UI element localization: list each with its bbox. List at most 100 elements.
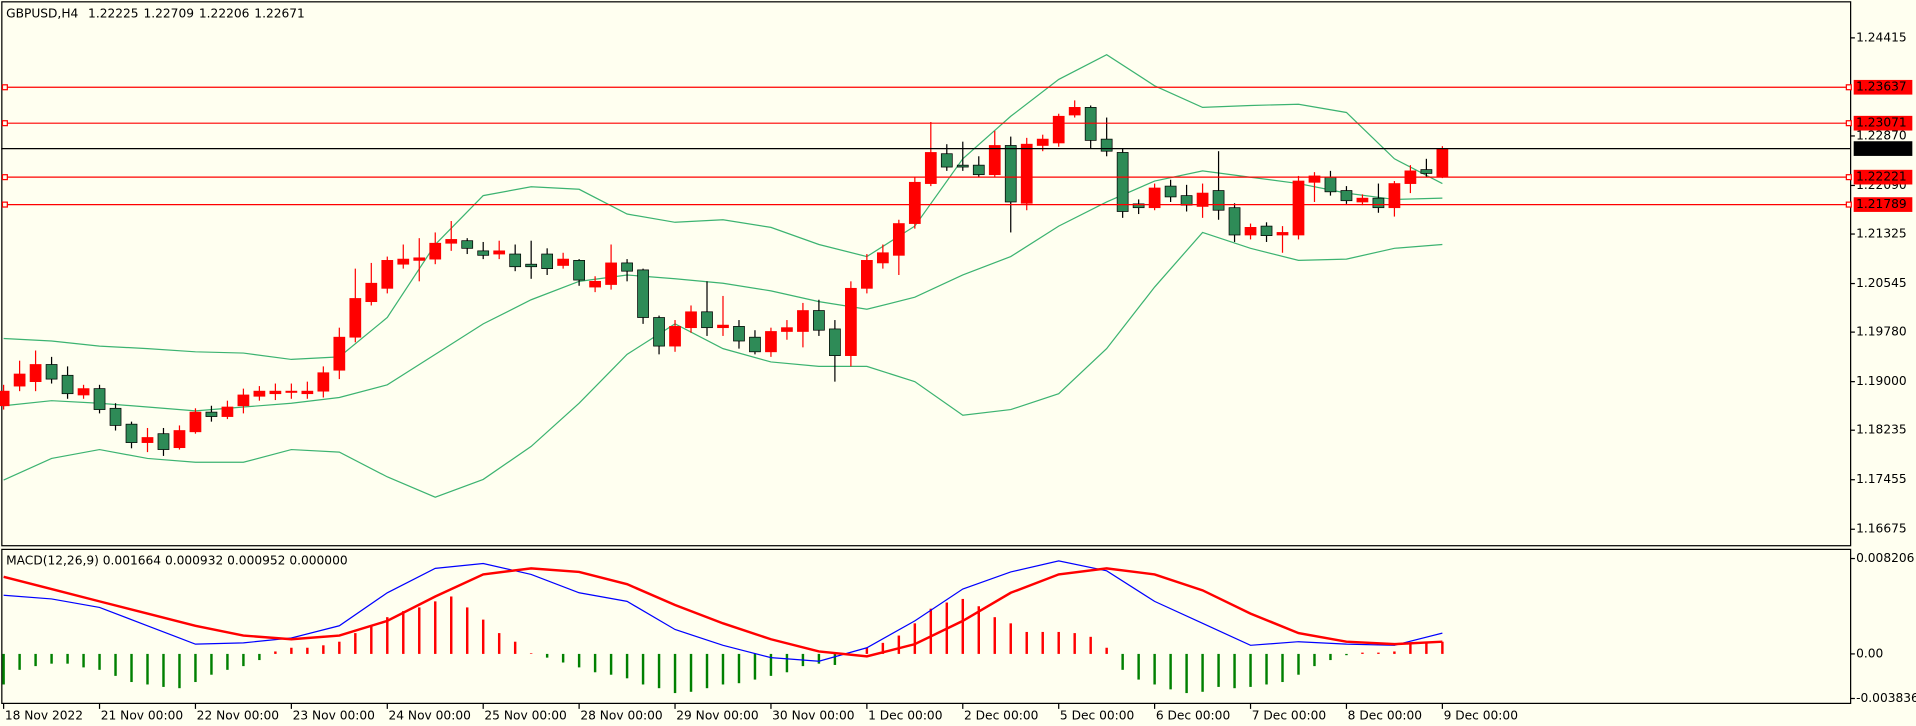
level-label: 1.22221 xyxy=(1856,170,1907,184)
y-tick-label: 0.008206 xyxy=(1856,551,1914,565)
histogram-bar xyxy=(306,647,309,654)
histogram-bar xyxy=(833,653,837,665)
histogram-bar xyxy=(322,645,325,654)
candle-body xyxy=(1020,143,1033,204)
histogram-bar xyxy=(817,653,821,664)
candle-body xyxy=(956,164,969,168)
level-label-box xyxy=(1853,197,1913,212)
histogram-bar xyxy=(897,635,901,654)
macd-main xyxy=(3,560,1443,662)
histogram-bar xyxy=(146,653,149,685)
candle-body xyxy=(669,326,681,347)
candle-body xyxy=(653,317,665,347)
candle-body xyxy=(61,374,74,395)
candle-body xyxy=(333,336,346,371)
histogram-bar xyxy=(993,617,996,654)
histogram-bar xyxy=(162,653,165,687)
candle-body xyxy=(77,388,90,396)
header-open: 1.22225 xyxy=(88,6,139,20)
candle-body xyxy=(813,310,825,331)
x-tick-label: 23 Nov 00:00 xyxy=(293,709,375,723)
candle-body xyxy=(301,390,314,395)
histogram-bar xyxy=(1137,653,1140,680)
histogram-bar xyxy=(98,653,101,670)
histogram-bar xyxy=(194,653,197,683)
band-upper xyxy=(3,53,1443,361)
candle-body xyxy=(1180,195,1193,206)
histogram-bar xyxy=(34,653,37,667)
histogram-bar xyxy=(1121,653,1124,670)
y-tick-label: 1.21325 xyxy=(1856,227,1907,241)
histogram-bar xyxy=(561,653,565,663)
histogram-bar xyxy=(1297,653,1300,675)
histogram-bar xyxy=(1377,652,1380,654)
candle-body xyxy=(765,331,777,353)
candle-body xyxy=(189,411,202,433)
histogram-bar xyxy=(1025,631,1028,654)
histogram-bar xyxy=(1169,653,1172,690)
histogram-bar xyxy=(1393,651,1396,654)
candle-body xyxy=(29,364,42,383)
histogram-bar xyxy=(1265,653,1268,685)
candle-body xyxy=(1324,176,1337,193)
histogram-bar xyxy=(577,653,581,668)
level-label-box xyxy=(1853,79,1913,95)
histogram-bar xyxy=(929,608,933,654)
x-tick-label: 29 Nov 00:00 xyxy=(676,709,758,723)
histogram-bar xyxy=(529,653,533,654)
y-tick-label: 1.17455 xyxy=(1856,472,1907,486)
histogram-bar xyxy=(18,653,21,670)
candle-body xyxy=(1116,152,1129,212)
candle-body xyxy=(797,310,809,332)
histogram-bar xyxy=(1089,636,1092,654)
histogram-bar xyxy=(1057,631,1060,654)
histogram-bar xyxy=(673,653,677,694)
candle-body xyxy=(429,242,442,260)
histogram-bar xyxy=(1009,623,1012,654)
candle-body xyxy=(1228,207,1241,236)
candle-body xyxy=(461,240,474,249)
histogram-bar xyxy=(258,653,261,661)
candle-body xyxy=(1148,187,1161,209)
candle-body xyxy=(1004,145,1017,203)
level-label-box xyxy=(1853,115,1913,131)
y-tick-label: 1.18235 xyxy=(1856,423,1907,437)
histogram-bar xyxy=(609,653,613,675)
histogram-bar xyxy=(737,653,741,684)
candle-body xyxy=(589,280,601,288)
candle-body xyxy=(1276,232,1289,236)
x-tick-label: 25 Nov 00:00 xyxy=(484,709,566,723)
candle-body xyxy=(621,262,633,272)
histogram-bar xyxy=(913,623,917,654)
level-label: 1.23637 xyxy=(1856,80,1907,94)
x-tick-label: 5 Dec 00:00 xyxy=(1060,709,1134,723)
histogram-bar xyxy=(402,611,405,654)
level-handle xyxy=(1,201,8,208)
candle-body xyxy=(573,260,585,281)
candle-body xyxy=(1340,190,1353,202)
level-label-box xyxy=(1853,169,1913,185)
candle-body xyxy=(908,181,921,224)
histogram-bar xyxy=(354,633,357,654)
price-pane xyxy=(1,1,1852,547)
histogram-bar xyxy=(1233,653,1236,689)
histogram-bar xyxy=(689,653,693,692)
histogram-bar xyxy=(657,653,661,689)
candle-body xyxy=(173,430,186,449)
candle-body xyxy=(701,311,713,329)
histogram-bar xyxy=(961,598,965,654)
histogram-bar xyxy=(450,596,453,654)
candle-body xyxy=(397,258,410,265)
histogram-bar xyxy=(881,642,885,654)
candle-body xyxy=(1164,185,1177,198)
histogram-bar xyxy=(114,653,117,676)
candle-body xyxy=(157,433,170,450)
candle-body xyxy=(876,252,889,264)
histogram-bar xyxy=(338,641,341,654)
macd-title: MACD(12,26,9) 0.001664 0.000932 0.000952… xyxy=(6,553,348,567)
chart-header: GBPUSD,H4 1.22225 1.22709 1.22206 1.22671 xyxy=(6,6,305,20)
y-tick-label: -0.003836 xyxy=(1856,691,1916,705)
histogram-bar xyxy=(226,653,229,670)
candle-body xyxy=(749,336,761,353)
y-tick-label: 1.19000 xyxy=(1856,374,1907,388)
